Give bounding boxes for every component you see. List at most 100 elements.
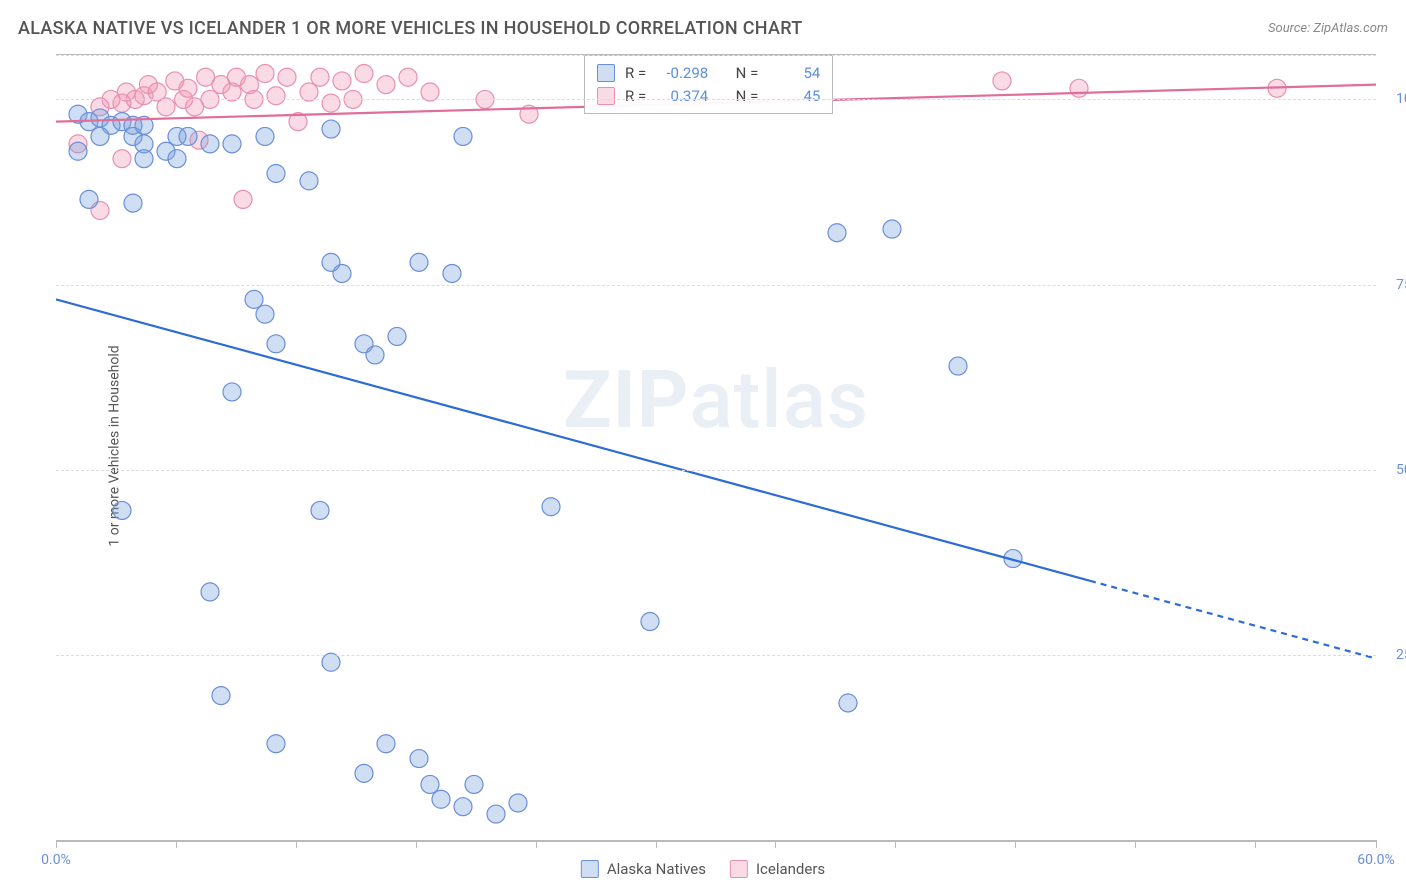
swatch-alaska-bottom <box>581 860 599 878</box>
data-point <box>355 65 373 83</box>
x-tick <box>656 840 657 848</box>
y-tick-label: 75.0% <box>1396 277 1406 293</box>
title-bar: ALASKA NATIVE VS ICELANDER 1 OR MORE VEH… <box>18 18 1388 39</box>
data-point <box>267 164 285 182</box>
x-tick <box>296 840 297 848</box>
data-point <box>410 750 428 768</box>
source-label: Source: ZipAtlas.com <box>1268 21 1388 36</box>
x-tick <box>895 840 896 848</box>
legend-item-alaska: Alaska Natives <box>581 860 706 878</box>
data-point <box>256 65 274 83</box>
data-point <box>465 775 483 793</box>
data-point <box>993 72 1011 90</box>
data-point <box>333 72 351 90</box>
data-point <box>179 127 197 145</box>
data-point <box>828 224 846 242</box>
data-point <box>454 798 472 816</box>
x-tick <box>56 840 57 848</box>
data-point <box>201 135 219 153</box>
x-tick <box>176 840 177 848</box>
x-tick <box>1015 840 1016 848</box>
x-tick <box>1255 840 1256 848</box>
data-point <box>839 694 857 712</box>
stats-row-icelanders: R = 0.374 N = 45 <box>597 85 820 108</box>
data-point <box>410 253 428 271</box>
data-point <box>509 794 527 812</box>
data-point <box>542 498 560 516</box>
data-point <box>487 805 505 823</box>
data-point <box>135 150 153 168</box>
legend-label-alaska: Alaska Natives <box>607 860 706 878</box>
chart-title: ALASKA NATIVE VS ICELANDER 1 OR MORE VEH… <box>18 18 803 39</box>
data-point <box>432 790 450 808</box>
data-point <box>80 190 98 208</box>
data-point <box>421 775 439 793</box>
data-point <box>245 290 263 308</box>
gridline <box>56 470 1376 471</box>
bottom-legend: Alaska Natives Icelanders <box>581 860 825 878</box>
data-point <box>278 68 296 86</box>
n-value-icelanders: 45 <box>768 85 820 108</box>
data-point <box>322 653 340 671</box>
swatch-icelanders-bottom <box>730 860 748 878</box>
data-point <box>1070 79 1088 97</box>
legend-label-icelanders: Icelanders <box>756 860 825 878</box>
data-point <box>949 357 967 375</box>
data-point <box>641 613 659 631</box>
chart-svg <box>56 55 1376 840</box>
regression-line <box>56 299 1090 580</box>
swatch-icelanders <box>597 87 615 105</box>
data-point <box>157 98 175 116</box>
y-tick-label: 100.0% <box>1396 91 1406 107</box>
swatch-alaska <box>597 64 615 82</box>
data-point <box>399 68 417 86</box>
y-tick-label: 25.0% <box>1396 647 1406 663</box>
data-point <box>322 120 340 138</box>
data-point <box>311 501 329 519</box>
x-tick <box>416 840 417 848</box>
y-tick-label: 50.0% <box>1396 462 1406 478</box>
gridline <box>56 55 1376 56</box>
data-point <box>377 735 395 753</box>
gridline <box>56 655 1376 656</box>
data-point <box>300 83 318 101</box>
data-point <box>256 127 274 145</box>
data-point <box>69 142 87 160</box>
r-value-alaska: -0.298 <box>656 62 708 85</box>
data-point <box>366 346 384 364</box>
data-point <box>267 335 285 353</box>
data-point <box>124 194 142 212</box>
data-point <box>179 79 197 97</box>
legend-item-icelanders: Icelanders <box>730 860 825 878</box>
data-point <box>322 253 340 271</box>
x-tick <box>1135 840 1136 848</box>
data-point <box>223 383 241 401</box>
gridline <box>56 285 1376 286</box>
data-point <box>421 83 439 101</box>
data-point <box>212 687 230 705</box>
regression-line <box>1090 581 1376 659</box>
data-point <box>201 583 219 601</box>
data-point <box>454 127 472 145</box>
stats-legend-box: R = -0.298 N = 54 R = 0.374 N = 45 <box>584 55 833 114</box>
x-tick <box>775 840 776 848</box>
data-point <box>300 172 318 190</box>
data-point <box>256 305 274 323</box>
data-point <box>113 150 131 168</box>
data-point <box>388 327 406 345</box>
r-value-icelanders: 0.374 <box>656 85 708 108</box>
data-point <box>168 150 186 168</box>
data-point <box>234 190 252 208</box>
data-point <box>267 735 285 753</box>
x-tick <box>1376 840 1377 848</box>
data-point <box>223 135 241 153</box>
plot-area: ZIPatlas R = -0.298 N = 54 R = 0.374 N =… <box>56 54 1376 842</box>
n-value-alaska: 54 <box>768 62 820 85</box>
data-point <box>311 68 329 86</box>
data-point <box>377 76 395 94</box>
data-point <box>355 764 373 782</box>
x-tick-label: 0.0% <box>41 852 71 868</box>
data-point <box>113 501 131 519</box>
x-tick-label: 60.0% <box>1357 852 1395 868</box>
x-tick <box>536 840 537 848</box>
